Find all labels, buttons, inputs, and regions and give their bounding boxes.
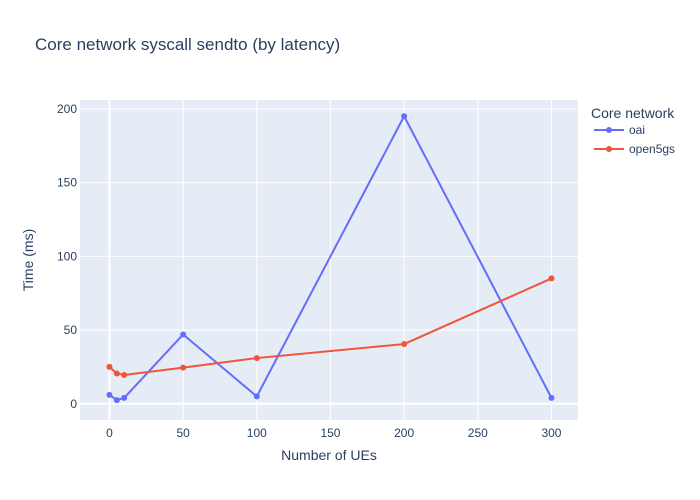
x-tick-label: 300 — [541, 426, 561, 440]
legend: Core network oai open5gs — [591, 105, 675, 156]
data-point-open5gs[interactable] — [253, 355, 260, 362]
y-tick-label: 100 — [57, 249, 77, 263]
x-axis-ticks: 0 50 100 150 200 250 300 — [106, 426, 562, 440]
legend-marker-swatch — [606, 127, 612, 133]
series-points[interactable] — [106, 113, 555, 404]
legend-label: open5gs — [629, 142, 675, 156]
data-point-oai[interactable] — [548, 394, 555, 401]
data-point-open5gs[interactable] — [121, 372, 128, 379]
y-axis-label: Time (ms) — [20, 229, 36, 291]
x-tick-label: 50 — [176, 426, 190, 440]
x-tick-label: 250 — [468, 426, 488, 440]
data-point-open5gs[interactable] — [180, 364, 187, 371]
chart-title: Core network syscall sendto (by latency) — [35, 35, 340, 54]
data-point-open5gs[interactable] — [106, 363, 113, 370]
y-axis-ticks: 0 50 100 150 200 — [57, 102, 77, 411]
legend-label: oai — [629, 123, 645, 137]
data-point-open5gs[interactable] — [113, 370, 120, 377]
data-point-open5gs[interactable] — [548, 275, 555, 282]
x-axis-label: Number of UEs — [281, 447, 377, 463]
data-point-oai[interactable] — [121, 394, 128, 401]
y-tick-label: 50 — [64, 323, 78, 337]
y-tick-label: 150 — [57, 176, 77, 190]
data-point-open5gs[interactable] — [401, 341, 408, 348]
data-point-oai[interactable] — [106, 391, 113, 398]
legend-title: Core network — [591, 105, 675, 121]
x-tick-label: 0 — [106, 426, 113, 440]
data-point-oai[interactable] — [401, 113, 408, 120]
x-tick-label: 200 — [394, 426, 414, 440]
y-tick-label: 0 — [70, 397, 77, 411]
data-point-oai[interactable] — [253, 393, 260, 400]
y-tick-label: 200 — [57, 102, 77, 116]
grid — [80, 100, 578, 420]
x-tick-label: 100 — [247, 426, 267, 440]
legend-item-open5gs[interactable]: open5gs — [594, 142, 675, 156]
data-point-oai[interactable] — [113, 397, 120, 404]
x-tick-label: 150 — [320, 426, 340, 440]
legend-marker-swatch — [606, 146, 612, 152]
legend-item-oai[interactable]: oai — [594, 123, 645, 137]
data-point-oai[interactable] — [180, 331, 187, 338]
